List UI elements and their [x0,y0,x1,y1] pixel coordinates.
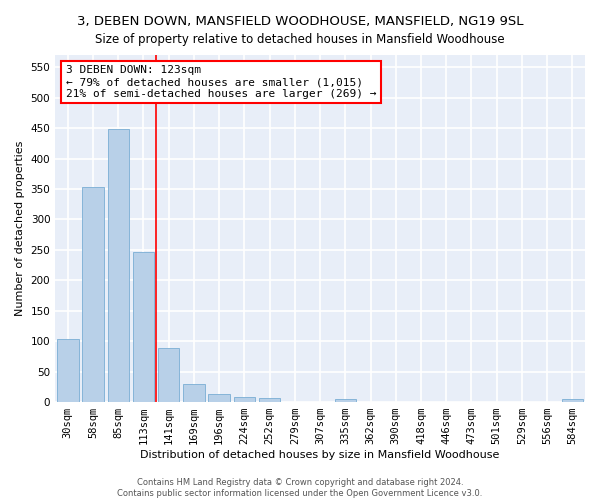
Bar [259,398,280,402]
X-axis label: Distribution of detached houses by size in Mansfield Woodhouse: Distribution of detached houses by size … [140,450,500,460]
Bar [158,348,179,402]
Bar [335,399,356,402]
Bar [233,396,255,402]
Bar [57,340,79,402]
Text: Size of property relative to detached houses in Mansfield Woodhouse: Size of property relative to detached ho… [95,32,505,46]
Bar [208,394,230,402]
Bar [562,399,583,402]
Text: Contains HM Land Registry data © Crown copyright and database right 2024.
Contai: Contains HM Land Registry data © Crown c… [118,478,482,498]
Text: 3, DEBEN DOWN, MANSFIELD WOODHOUSE, MANSFIELD, NG19 9SL: 3, DEBEN DOWN, MANSFIELD WOODHOUSE, MANS… [77,15,523,28]
Y-axis label: Number of detached properties: Number of detached properties [15,141,25,316]
Bar [133,252,154,402]
Bar [82,187,104,402]
Bar [107,130,129,402]
Bar [183,384,205,402]
Text: 3 DEBEN DOWN: 123sqm
← 79% of detached houses are smaller (1,015)
21% of semi-de: 3 DEBEN DOWN: 123sqm ← 79% of detached h… [66,66,376,98]
